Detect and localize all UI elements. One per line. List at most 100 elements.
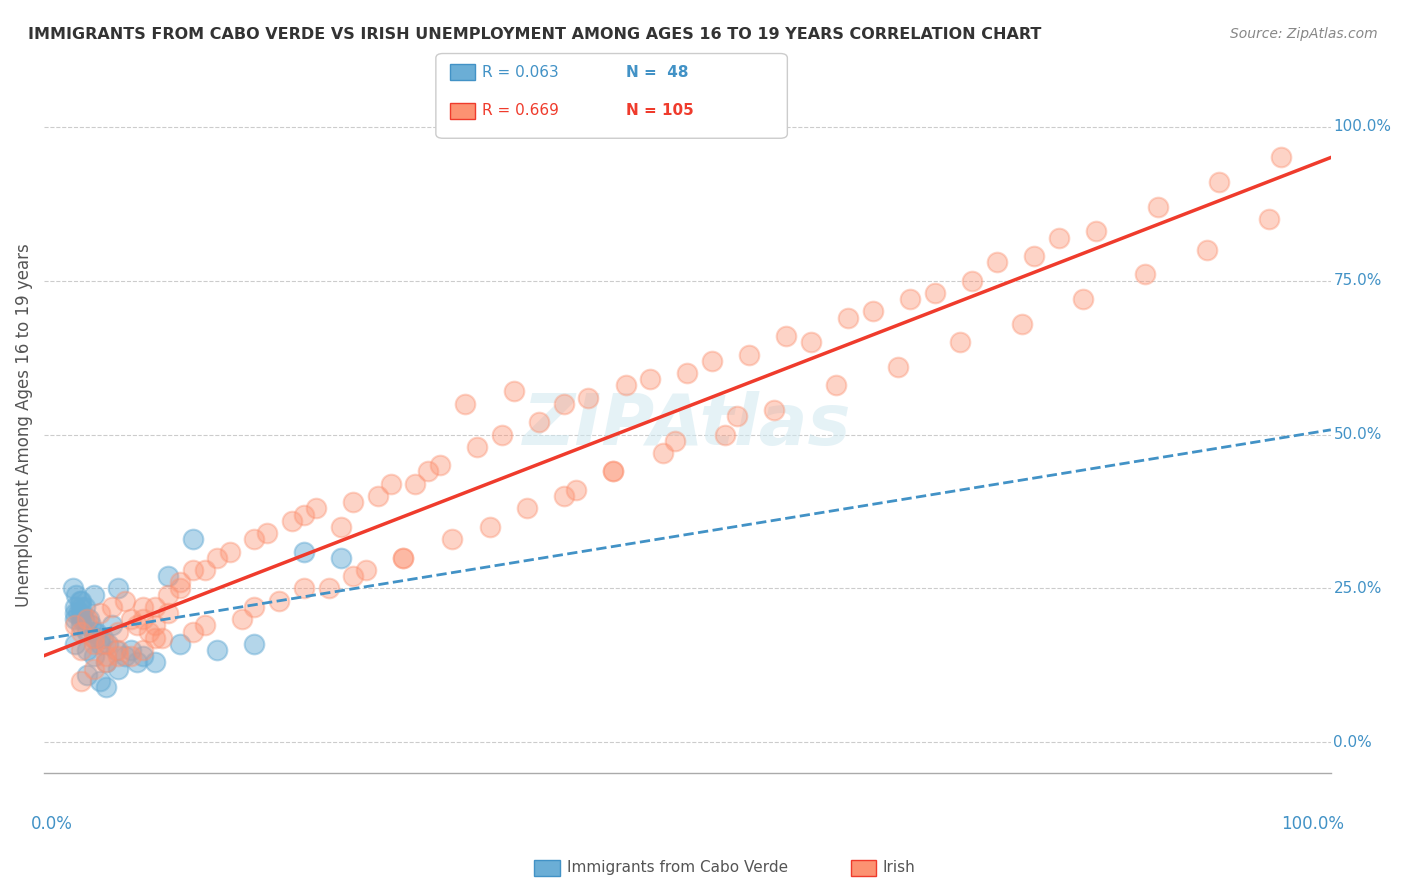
Text: ZIPAtlas: ZIPAtlas xyxy=(523,391,852,459)
Text: 50.0%: 50.0% xyxy=(1333,427,1382,442)
Point xyxy=(114,594,136,608)
Point xyxy=(107,661,129,675)
Point xyxy=(1047,230,1070,244)
Point xyxy=(292,582,315,596)
Point xyxy=(107,649,129,664)
Point xyxy=(69,594,91,608)
Point xyxy=(62,582,84,596)
Point xyxy=(77,612,100,626)
Point xyxy=(1258,212,1281,227)
Point xyxy=(516,501,538,516)
Point xyxy=(70,594,93,608)
Point xyxy=(404,476,426,491)
Point xyxy=(713,427,735,442)
Point xyxy=(66,606,89,620)
Point xyxy=(132,649,155,664)
Point xyxy=(1146,200,1168,214)
Point xyxy=(83,631,105,645)
Point xyxy=(70,643,93,657)
Point xyxy=(243,599,266,614)
Point xyxy=(565,483,588,497)
Point xyxy=(330,520,353,534)
Text: 100.0%: 100.0% xyxy=(1281,815,1344,833)
Point xyxy=(578,391,600,405)
Point xyxy=(181,563,204,577)
Point xyxy=(94,680,117,694)
Point xyxy=(207,550,229,565)
Point xyxy=(887,359,910,374)
Point xyxy=(181,624,204,639)
Point xyxy=(94,649,117,664)
Point xyxy=(960,274,983,288)
Point xyxy=(292,544,315,558)
Point xyxy=(76,624,98,639)
Point xyxy=(145,656,167,670)
Point xyxy=(924,285,946,300)
Point xyxy=(207,643,229,657)
Text: IMMIGRANTS FROM CABO VERDE VS IRISH UNEMPLOYMENT AMONG AGES 16 TO 19 YEARS CORRE: IMMIGRANTS FROM CABO VERDE VS IRISH UNEM… xyxy=(28,27,1042,42)
Point xyxy=(243,637,266,651)
Point xyxy=(269,594,291,608)
Point xyxy=(1022,249,1045,263)
Text: N =  48: N = 48 xyxy=(626,65,688,79)
Point xyxy=(93,631,115,645)
Point xyxy=(65,588,87,602)
Point xyxy=(651,446,673,460)
Point xyxy=(70,618,93,632)
Point xyxy=(825,378,848,392)
Point xyxy=(553,397,575,411)
Text: N = 105: N = 105 xyxy=(626,103,693,118)
Point xyxy=(800,335,823,350)
Point xyxy=(392,550,415,565)
Point xyxy=(478,520,501,534)
Point xyxy=(150,631,173,645)
Point xyxy=(775,329,797,343)
Point xyxy=(380,476,402,491)
Point xyxy=(367,489,389,503)
Point xyxy=(120,612,142,626)
Point xyxy=(986,255,1008,269)
Point xyxy=(392,550,415,565)
Point xyxy=(416,465,439,479)
Point xyxy=(76,612,98,626)
Point xyxy=(70,624,93,639)
Point xyxy=(70,673,93,688)
Point xyxy=(218,544,240,558)
Point xyxy=(97,637,120,651)
Point xyxy=(318,582,340,596)
Point xyxy=(63,599,86,614)
Point xyxy=(169,582,191,596)
Point xyxy=(73,599,96,614)
Point xyxy=(89,606,111,620)
Point xyxy=(83,637,105,651)
Point xyxy=(602,465,624,479)
Text: R = 0.669: R = 0.669 xyxy=(482,103,560,118)
Point xyxy=(354,563,377,577)
Point xyxy=(63,637,86,651)
Point xyxy=(63,618,86,632)
Point xyxy=(132,612,155,626)
Point xyxy=(84,624,107,639)
Point xyxy=(83,624,105,639)
Point xyxy=(1208,175,1230,189)
Point xyxy=(640,372,662,386)
Point xyxy=(70,612,93,626)
Point xyxy=(145,618,167,632)
Point xyxy=(441,533,464,547)
Y-axis label: Unemployment Among Ages 16 to 19 years: Unemployment Among Ages 16 to 19 years xyxy=(15,244,32,607)
Point xyxy=(83,588,105,602)
Point xyxy=(602,465,624,479)
Point xyxy=(725,409,748,423)
Point xyxy=(70,606,93,620)
Point xyxy=(145,599,167,614)
Point xyxy=(89,673,111,688)
Point xyxy=(94,656,117,670)
Point xyxy=(491,427,513,442)
Point xyxy=(614,378,637,392)
Point xyxy=(138,624,160,639)
Point xyxy=(1084,224,1107,238)
Text: 25.0%: 25.0% xyxy=(1333,581,1382,596)
Point xyxy=(949,335,972,350)
Point xyxy=(1197,243,1219,257)
Point xyxy=(194,618,217,632)
